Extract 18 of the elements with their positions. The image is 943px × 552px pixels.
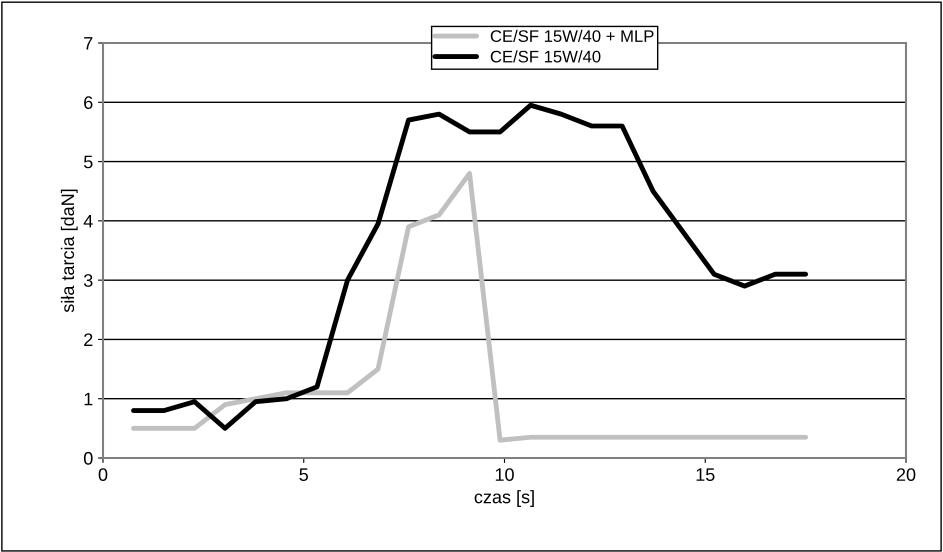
line-series <box>131 171 808 443</box>
x-tick-label: 10 <box>496 468 514 481</box>
y-tick-label: 3 <box>84 274 92 287</box>
legend-label: CE/SF 15W/40 + MLP <box>490 30 654 42</box>
y-tick-label: 2 <box>84 333 92 346</box>
y-tick-label: 1 <box>84 392 92 406</box>
x-tick-label: 20 <box>896 468 916 481</box>
x-axis-title: czas [s] <box>474 490 534 507</box>
y-axis-title: siła tarcia [daN] <box>60 190 78 312</box>
legend-label: CE/SF 15W/40 <box>490 50 600 63</box>
x-tick-label: 5 <box>299 468 308 481</box>
y-tick-label: 0 <box>84 452 93 465</box>
y-tick-label: 5 <box>84 156 93 168</box>
y-tick-label: 7 <box>84 37 92 50</box>
x-tick-label: 0 <box>98 468 108 481</box>
x-tick-label: 15 <box>696 468 715 481</box>
y-tick-label: 6 <box>84 96 92 110</box>
y-tick-label: 4 <box>84 214 93 228</box>
